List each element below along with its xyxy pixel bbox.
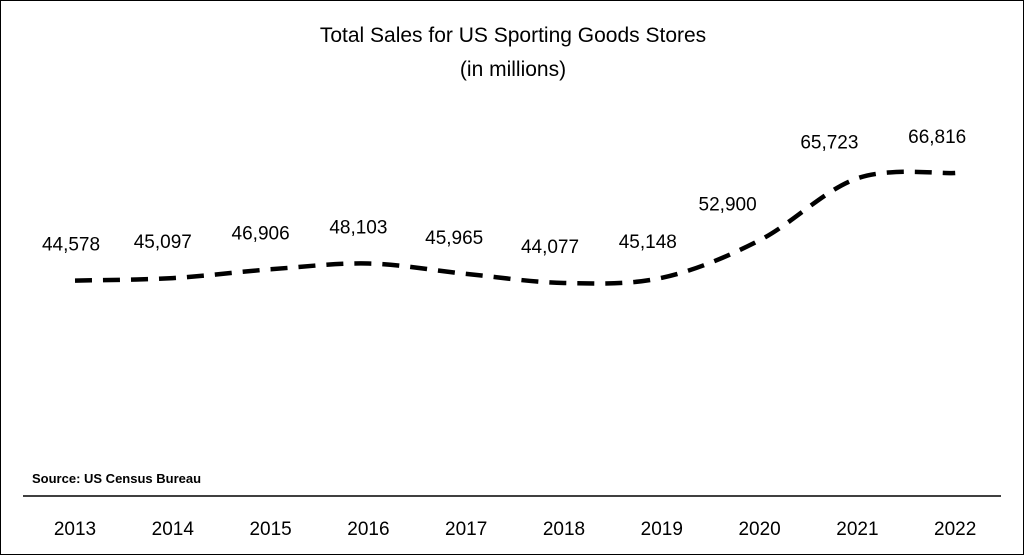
x-tick-label-2020: 2020 — [738, 519, 780, 540]
x-tick-label-2013: 2013 — [54, 519, 96, 540]
source-note: Source: US Census Bureau — [32, 471, 201, 486]
series-layer — [74, 169, 956, 286]
x-tick-label-2015: 2015 — [249, 519, 291, 540]
data-label-2016: 48,103 — [329, 218, 387, 239]
series-line — [74, 169, 956, 286]
data-label-2013: 44,578 — [42, 235, 100, 256]
data-label-2017: 45,965 — [425, 228, 483, 249]
x-tick-label-2016: 2016 — [347, 519, 389, 540]
x-tick-label-2021: 2021 — [836, 519, 878, 540]
x-tick-label-2017: 2017 — [445, 519, 487, 540]
data-label-2014: 45,097 — [134, 232, 192, 253]
x-tick-label-2014: 2014 — [152, 519, 195, 540]
data-label-2015: 46,906 — [232, 223, 290, 244]
x-tick-label-2019: 2019 — [641, 519, 683, 540]
data-point-2020 — [757, 237, 763, 243]
chart-title: Total Sales for US Sporting Goods Stores — [320, 24, 706, 47]
chart-subtitle: (in millions) — [460, 58, 566, 81]
x-tick-layer: 2013 2014 2015 2016 2017 2018 2019 2020 2021 2022 — [54, 519, 976, 540]
data-label-2019: 45,148 — [619, 232, 677, 253]
data-label-2021: 65,723 — [800, 132, 858, 153]
data-label-2020: 52,900 — [699, 194, 757, 215]
data-label-layer: 44,578 45,097 46,906 48,103 45,965 44,077 45,1… — [42, 127, 966, 258]
data-label-2018: 44,077 — [521, 237, 579, 258]
data-label-2022: 66,816 — [908, 127, 966, 148]
x-tick-label-2018: 2018 — [543, 519, 585, 540]
x-tick-label-2022: 2022 — [934, 519, 976, 540]
